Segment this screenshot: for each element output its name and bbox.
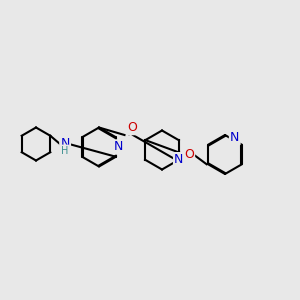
Text: O: O bbox=[127, 121, 137, 134]
Text: N: N bbox=[230, 131, 239, 144]
Text: N: N bbox=[114, 140, 123, 154]
Text: N: N bbox=[60, 137, 70, 150]
Text: O: O bbox=[184, 148, 194, 161]
Text: H: H bbox=[61, 146, 69, 156]
Text: N: N bbox=[174, 153, 184, 166]
